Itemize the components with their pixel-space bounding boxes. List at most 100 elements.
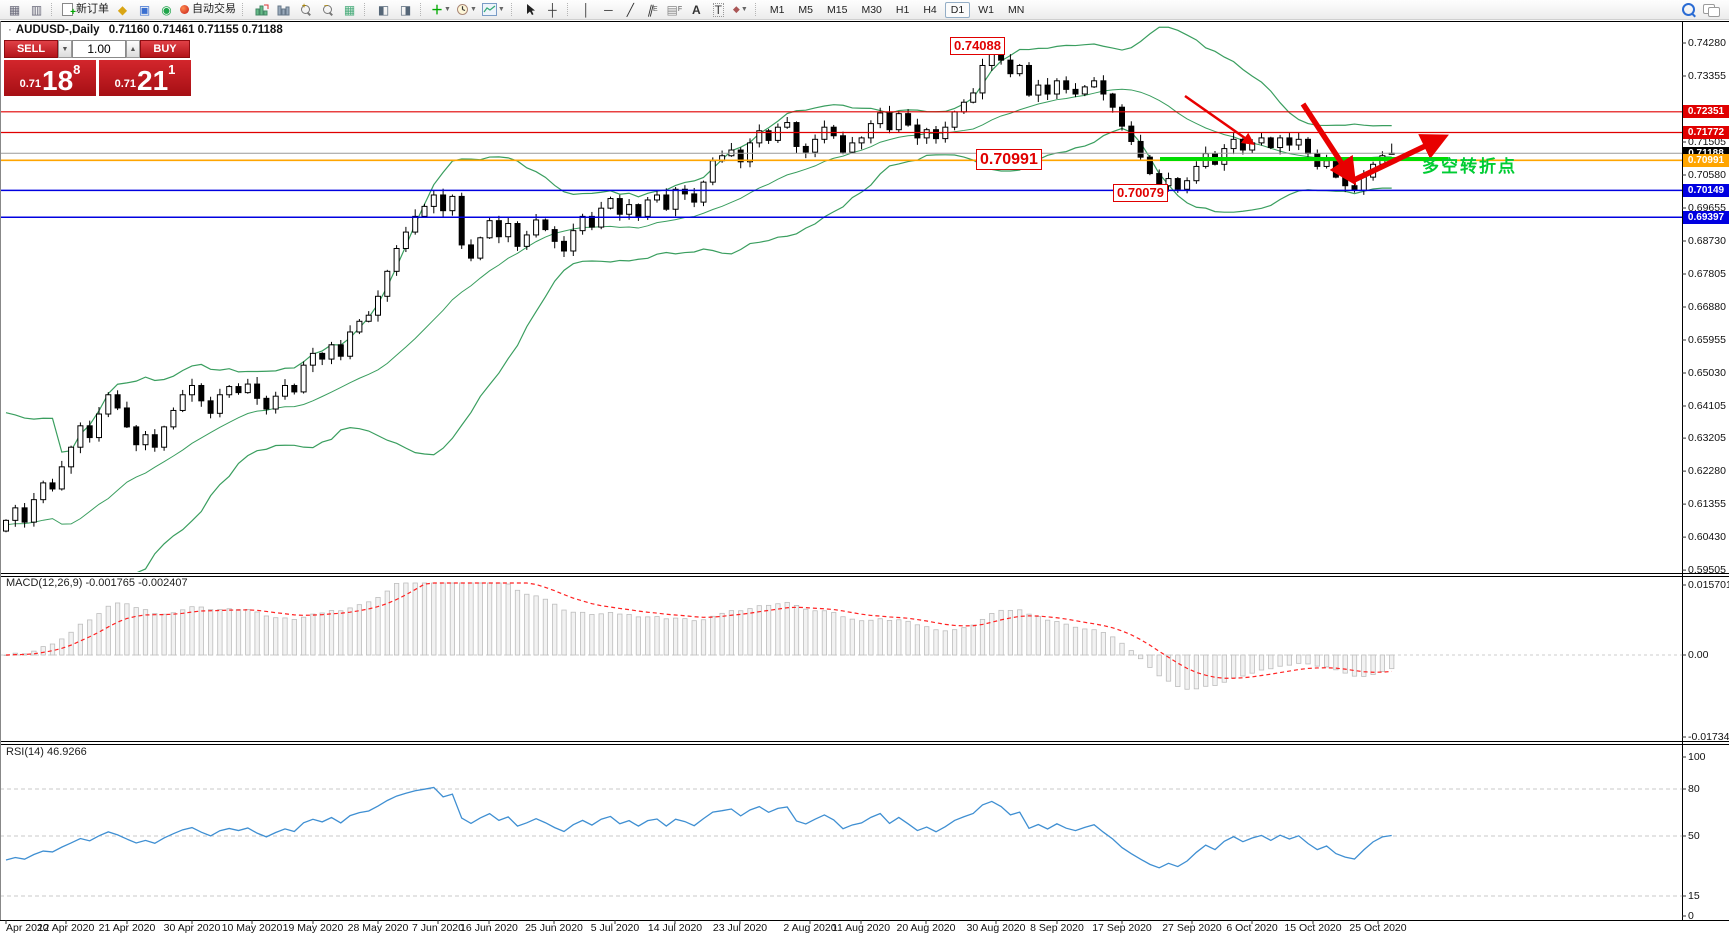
candle-body <box>858 137 865 144</box>
horizontal-line-tool-icon[interactable]: ─ <box>604 2 613 17</box>
chat-icon[interactable] <box>1703 3 1720 17</box>
auto-trading-button[interactable]: 自动交易 <box>178 2 238 18</box>
equidistant-channel-tool-icon[interactable]: ∥ E <box>646 2 658 17</box>
terminal-icon[interactable]: ▣ <box>138 2 151 17</box>
buy-price-box[interactable]: 0.71 21 1 <box>99 60 191 96</box>
macd-histogram-bar <box>449 582 456 656</box>
auto-scroll-icon[interactable]: ◧ <box>377 2 390 17</box>
data-window-icon[interactable] <box>251 2 272 18</box>
candle-body <box>1305 138 1311 155</box>
sell-button[interactable]: SELL <box>4 40 58 58</box>
candle-body <box>30 499 37 523</box>
navigator-icon[interactable] <box>273 2 294 18</box>
candle-body <box>12 507 19 521</box>
label-tool-icon[interactable]: T <box>712 2 724 17</box>
trend-arrow[interactable] <box>1184 94 1255 146</box>
candle-body <box>189 384 195 396</box>
timeframe-H1[interactable]: H1 <box>895 3 910 16</box>
price-label-low[interactable]: 0.70079 <box>1113 184 1168 202</box>
text-tool-icon[interactable]: A <box>691 2 701 17</box>
candle-body <box>561 240 567 252</box>
macd-histogram-bar <box>1193 654 1199 690</box>
timeframe-M1[interactable]: M1 <box>769 3 785 16</box>
gold-icon[interactable]: ◆ <box>117 2 128 17</box>
macd-histogram-bar <box>1082 628 1088 656</box>
arrows-tool-icon[interactable]: ◆ ▼ <box>732 4 748 14</box>
candle-body <box>635 204 642 217</box>
macd-histogram-bar <box>542 598 549 656</box>
timeframe-W1[interactable]: W1 <box>978 3 994 16</box>
candle-body <box>1091 80 1098 88</box>
zoom-in-icon[interactable]: + <box>295 2 316 18</box>
timeframe-M5[interactable]: M5 <box>798 3 814 16</box>
timeframe-D1[interactable]: D1 <box>944 1 971 18</box>
volume-decrease-button[interactable]: ▼ <box>58 40 72 58</box>
candle-body <box>877 112 884 125</box>
profiles-icon[interactable]: ▥ <box>30 2 43 17</box>
trend-arrow[interactable] <box>1350 134 1449 184</box>
candle-body <box>970 92 977 103</box>
macd-histogram-bar <box>40 646 46 656</box>
chart-type-icon[interactable]: ▼ <box>480 2 507 18</box>
macd-histogram-bar <box>1389 654 1395 670</box>
macd-histogram-bar <box>356 604 363 656</box>
trendline-tool-icon[interactable]: ╱ <box>626 2 634 17</box>
timeframe-H4[interactable]: H4 <box>923 3 937 16</box>
sell-price-prefix: 0.71 <box>19 78 42 90</box>
macd-histogram-bar <box>375 597 381 656</box>
candle-body <box>672 188 679 210</box>
macd-histogram-bar <box>431 582 437 656</box>
macd-histogram-bar <box>468 582 474 656</box>
macd-histogram-bar <box>347 607 353 656</box>
bollinger-lower-band <box>136 127 1392 572</box>
macd-histogram-bar <box>635 616 642 656</box>
tile-windows-icon[interactable]: ▦ <box>343 2 356 17</box>
buy-button[interactable]: BUY <box>140 40 190 58</box>
signals-icon[interactable]: ◉ <box>161 2 172 17</box>
macd-histogram-bar <box>1296 654 1302 664</box>
candle-body <box>1230 138 1237 150</box>
macd-histogram-bar <box>1128 650 1134 656</box>
macd-histogram-bar <box>300 616 307 656</box>
candle-body <box>579 215 586 232</box>
search-icon[interactable] <box>1682 3 1695 16</box>
sell-price-box[interactable]: 0.71 18 8 <box>4 60 96 96</box>
cursor-tool-icon[interactable] <box>520 2 541 18</box>
price-label-peak[interactable]: 0.74088 <box>950 37 1005 55</box>
new-order-button[interactable]: + 新订单 <box>60 2 111 18</box>
candle-body <box>1026 64 1032 96</box>
main-chart-pane <box>3 26 1395 572</box>
macd-histogram-bar <box>1165 654 1172 682</box>
volume-increase-button[interactable]: ▲ <box>126 40 140 58</box>
candle-body <box>58 466 65 490</box>
macd-histogram-bar <box>589 614 595 656</box>
candle-body <box>328 344 335 360</box>
timeframe-M30[interactable]: M30 <box>861 3 882 16</box>
macd-histogram-bar <box>496 582 502 656</box>
crosshair-tool-icon[interactable]: ┼ <box>548 2 557 17</box>
chart-shift-icon[interactable]: ◨ <box>399 2 412 17</box>
volume-input[interactable] <box>72 40 126 58</box>
macd-histogram-bar <box>217 609 223 656</box>
timeframe-MN[interactable]: MN <box>1007 3 1025 16</box>
trend-arrow[interactable] <box>1300 102 1357 186</box>
add-indicator-button[interactable]: ＋ ▼ <box>431 2 451 17</box>
zoom-out-icon[interactable]: − <box>317 2 338 18</box>
candle-body <box>793 122 800 147</box>
macd-histogram-bar <box>291 619 297 656</box>
macd-histogram-bar <box>859 620 865 656</box>
macd-histogram-bar <box>1249 654 1255 674</box>
fibonacci-tool-icon[interactable]: ▤ F <box>666 2 683 17</box>
price-label-support[interactable]: 0.70991 <box>976 149 1042 171</box>
macd-histogram-bar <box>1231 654 1237 679</box>
candle-body <box>96 413 102 439</box>
candle-body <box>849 142 856 153</box>
turning-point-text[interactable]: 多空转折点 <box>1422 157 1517 176</box>
timeframe-M15[interactable]: M15 <box>827 3 848 16</box>
period-clock-icon[interactable]: ▼ <box>454 2 479 18</box>
candle-body <box>886 112 893 131</box>
new-chart-icon[interactable]: ▦ <box>8 2 21 17</box>
vertical-line-tool-icon[interactable]: │ <box>582 2 591 17</box>
macd-histogram-bar <box>989 613 995 656</box>
